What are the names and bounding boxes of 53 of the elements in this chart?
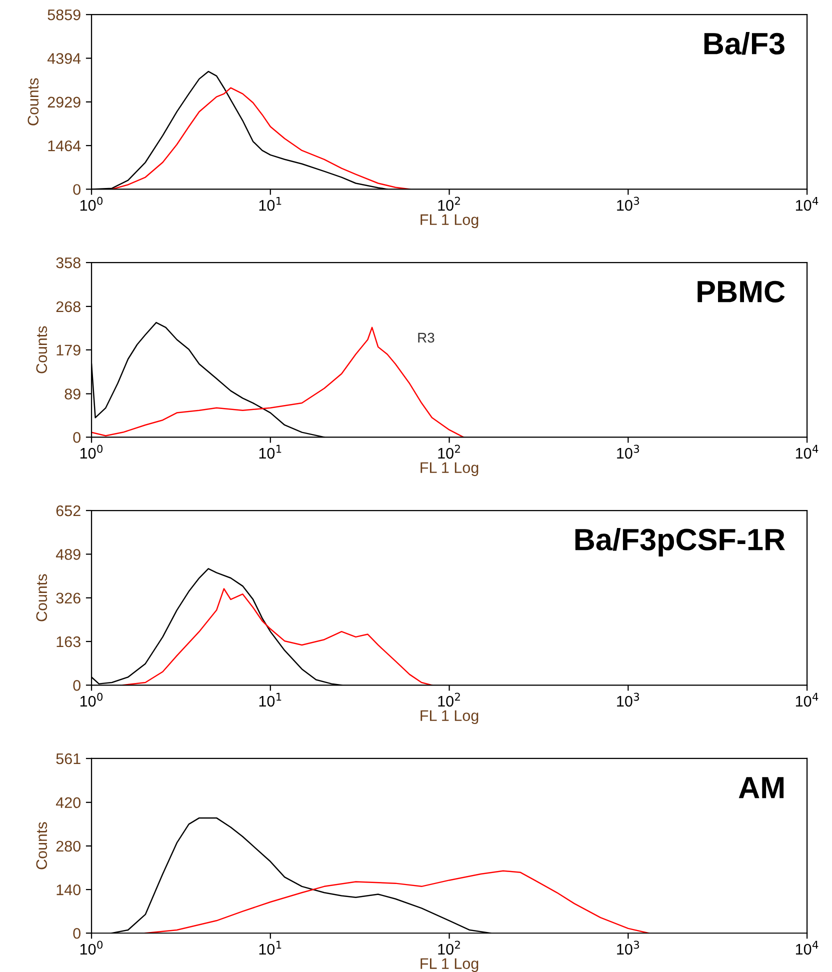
y-tick-label: 280 bbox=[56, 840, 81, 852]
x-tick-label: 10$^{0}$ bbox=[80, 444, 103, 459]
x-tick-label: 10$^{4}$ bbox=[796, 692, 818, 707]
y-axis-title: Counts bbox=[28, 78, 39, 126]
y-tick-label: 140 bbox=[56, 884, 81, 896]
x-tick-label: 10$^{1}$ bbox=[259, 444, 282, 459]
y-axis-title: Counts bbox=[36, 326, 48, 374]
y-tick-label: 0 bbox=[73, 680, 81, 691]
y-tick-label: 5859 bbox=[48, 9, 80, 20]
y-tick-label: 4394 bbox=[47, 53, 81, 64]
y-tick-label: 0 bbox=[73, 432, 81, 443]
chart-title: AM bbox=[738, 777, 784, 798]
x-tick-label: 10$^{4}$ bbox=[796, 196, 818, 211]
x-tick-label: 10$^{4}$ bbox=[796, 444, 818, 459]
y-tick-label: 0 bbox=[73, 928, 81, 939]
y-tick-label: 1464 bbox=[48, 140, 81, 152]
x-axis-title: FL 1 Log bbox=[420, 462, 478, 476]
text: Ba/F3pCSF-1R bbox=[575, 528, 785, 556]
y-tick-label: 561 bbox=[56, 753, 80, 764]
x-tick-label: 10$^{0}$ bbox=[80, 692, 103, 707]
x-tick-label: 10$^{2}$ bbox=[438, 692, 460, 707]
y-tick-label: 163 bbox=[56, 636, 80, 648]
y-tick-label: 489 bbox=[56, 549, 80, 560]
x-tick-label: 10$^{3}$ bbox=[617, 692, 640, 707]
chart-title: Ba/F3 bbox=[704, 32, 784, 55]
x-axis-title: FL 1 Log bbox=[420, 958, 478, 972]
x-tick-label: 10$^{2}$ bbox=[438, 196, 460, 211]
y-tick-label: 652 bbox=[56, 505, 80, 516]
y-axis-title: Counts bbox=[36, 822, 48, 870]
y-tick-label: 0 bbox=[73, 184, 81, 195]
x-tick-label: 10$^{1}$ bbox=[259, 196, 282, 211]
x-tick-label: 10$^{3}$ bbox=[617, 196, 640, 211]
annotation: R3 bbox=[418, 332, 434, 343]
y-tick-label: 358 bbox=[56, 257, 80, 268]
y-axis-title: Counts bbox=[36, 574, 48, 622]
y-tick-label: 326 bbox=[56, 592, 80, 604]
chart-title: PBMC bbox=[698, 280, 785, 302]
y-tick-label: 89 bbox=[64, 388, 80, 400]
x-tick-label: 10$^{1}$ bbox=[259, 692, 282, 707]
y-tick-label: 179 bbox=[56, 344, 80, 356]
x-tick-label: 10$^{2}$ bbox=[438, 940, 460, 955]
y-tick-label: 2929 bbox=[48, 96, 80, 108]
x-tick-label: 10$^{4}$ bbox=[796, 940, 818, 955]
y-tick-label: 420 bbox=[56, 797, 81, 808]
y-tick-label: 268 bbox=[56, 301, 80, 312]
x-tick-label: 10$^{3}$ bbox=[617, 444, 640, 459]
x-axis-title: FL 1 Log bbox=[420, 710, 478, 724]
x-tick-label: 10$^{0}$ bbox=[80, 940, 103, 955]
x-tick-label: 10$^{2}$ bbox=[438, 444, 460, 459]
x-axis-title: FL 1 Log bbox=[420, 214, 478, 228]
x-tick-label: 10$^{0}$ bbox=[80, 196, 103, 211]
x-tick-label: 10$^{1}$ bbox=[259, 940, 282, 955]
x-tick-label: 10$^{3}$ bbox=[617, 940, 640, 955]
